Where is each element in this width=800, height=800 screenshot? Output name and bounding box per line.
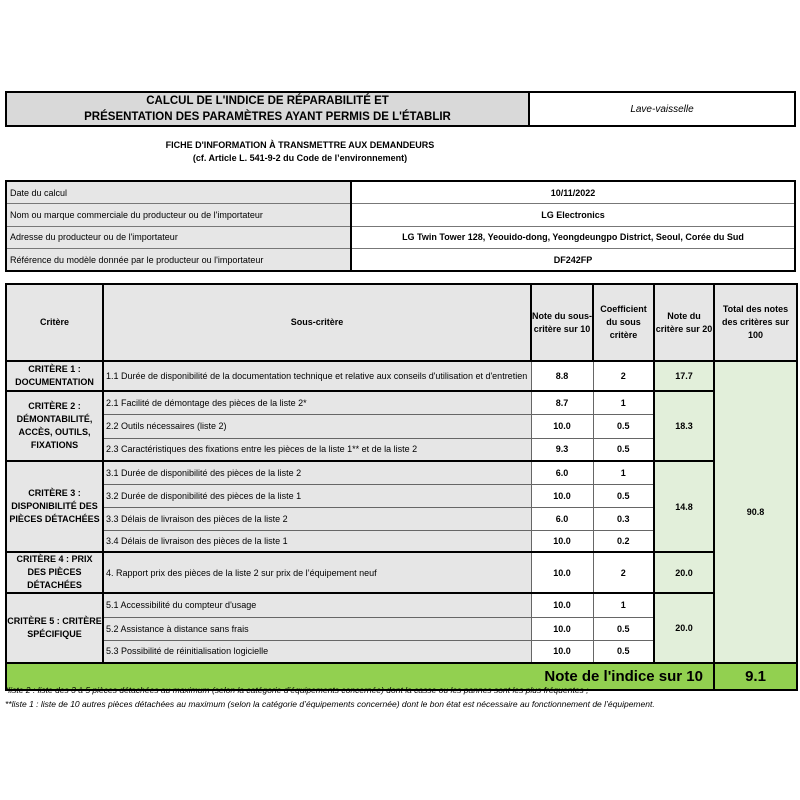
- sub-criterion-label: 5.1 Accessibilité du compteur d'usage: [102, 592, 532, 618]
- sub-criterion-note: 6.0: [530, 460, 594, 485]
- sub-criterion-coefficient: 2: [592, 360, 655, 392]
- fiche-line-2: (cf. Article L. 541-9-2 du Code de l’env…: [192, 153, 408, 163]
- table-row: 5.2 Assistance à distance sans frais 10.0…: [6, 616, 797, 641]
- document-title: CALCUL DE L'INDICE DE RÉPARABILITÉ ET PR…: [5, 91, 530, 127]
- table-row: 3.2 Durée de disponibilité des pièces de…: [6, 483, 797, 508]
- header-note-sous-critere: Note du sous-critère sur 10: [530, 283, 594, 362]
- final-row: Note de l'indice sur 10 9.1: [5, 662, 798, 691]
- table-row: CRITÈRE 4 : PRIX DES PIÈCES DÉTACHÉES 4. …: [5, 551, 797, 594]
- sub-criterion-label: 2.3 Caractéristiques des fixations entre…: [102, 437, 532, 462]
- footnote-liste-2: *liste 2 : liste des 3 à 5 pièces détach…: [5, 685, 589, 695]
- table-row: CRITÈRE 1 : DOCUMENTATION 1.1 Durée de di…: [5, 360, 798, 664]
- sub-criterion-note: 6.0: [530, 506, 594, 531]
- scoring-table: Critère Sous-critère Note du sous-critère …: [5, 283, 798, 691]
- sub-criterion-note: 9.3: [530, 437, 594, 462]
- table-row: 5.3 Possibilité de réinitialisation logi…: [6, 639, 797, 664]
- final-index-value: 9.1: [713, 662, 798, 691]
- info-row: Référence du modèle donnée par le produc…: [5, 248, 796, 272]
- sub-criterion-label: 4. Rapport prix des pièces de la liste 2…: [102, 551, 532, 594]
- sub-criterion-label: 3.2 Durée de disponibilité des pièces de…: [102, 483, 532, 508]
- sub-criterion-coefficient: 0.5: [592, 413, 655, 439]
- sub-criterion-coefficient: 1: [592, 460, 655, 485]
- sub-criterion-label: 5.2 Assistance à distance sans frais: [102, 616, 532, 641]
- fiche-line-1: FICHE D'INFORMATION À TRANSMETTRE AUX DE…: [165, 140, 435, 150]
- sub-criterion-note: 10.0: [530, 413, 594, 439]
- footnote-liste-1: **liste 1 : liste de 10 autres pièces dé…: [5, 699, 655, 709]
- header-total: Total des notes des critères sur 100: [713, 283, 798, 362]
- fiche-heading: FICHE D'INFORMATION À TRANSMETTRE AUX DE…: [0, 139, 600, 165]
- criterion-score: 20.0: [653, 551, 715, 594]
- sub-criterion-coefficient: 0.5: [592, 483, 655, 508]
- sub-criterion-note: 8.7: [530, 390, 594, 415]
- sub-criterion-coefficient: 0.2: [592, 529, 655, 553]
- header-sous-critere: Sous-critère: [102, 283, 532, 362]
- sub-criterion-coefficient: 0.5: [592, 639, 655, 664]
- product-category: Lave-vaisselle: [530, 91, 796, 127]
- sub-criterion-label: 2.1 Facilité de démontage des pièces de …: [102, 390, 532, 415]
- table-row: CRITÈRE 2 : DÉMONTABILITÉ, ACCÈS, OUTILS…: [5, 390, 797, 462]
- table-row: 3.4 Délais de livraison des pièces de la…: [6, 529, 797, 553]
- table-row: 3.3 Délais de livraison des pièces de la…: [6, 506, 797, 531]
- final-index-label: Note de l'indice sur 10: [5, 662, 715, 691]
- sub-criterion-coefficient: 2: [592, 551, 655, 594]
- sub-criterion-note: 10.0: [530, 639, 594, 664]
- sub-criterion-note: 10.0: [530, 483, 594, 508]
- criterion-name: CRITÈRE 5 : CRITÈRE SPÉCIFIQUE: [5, 592, 104, 664]
- info-value: LG Electronics: [350, 203, 796, 227]
- criterion-name: CRITÈRE 3 : DISPONIBILITÉ DES PIÈCES DÉT…: [5, 460, 104, 553]
- table-row: 2.3 Caractéristiques des fixations entre…: [6, 437, 797, 462]
- info-label: Référence du modèle donnée par le produc…: [5, 248, 352, 272]
- sub-criterion-note: 10.0: [530, 529, 594, 553]
- info-value: 10/11/2022: [350, 180, 796, 204]
- sub-criterion-coefficient: 0.5: [592, 437, 655, 462]
- header-critere: Critère: [5, 283, 104, 362]
- criterion-score: 18.3: [653, 390, 715, 462]
- sub-criterion-label: 3.3 Délais de livraison des pièces de la…: [102, 506, 532, 531]
- sub-criterion-note: 10.0: [530, 592, 594, 618]
- criterion-score: 20.0: [653, 592, 715, 664]
- sub-criterion-coefficient: 1: [592, 390, 655, 415]
- criterion-name: CRITÈRE 1 : DOCUMENTATION: [5, 360, 104, 392]
- title-line-2: PRÉSENTATION DES PARAMÈTRES AYANT PERMIS…: [84, 111, 451, 123]
- info-value: LG Twin Tower 128, Yeouido-dong, Yeongde…: [350, 225, 796, 249]
- sub-criterion-coefficient: 0.5: [592, 616, 655, 641]
- sub-criterion-label: 5.3 Possibilité de réinitialisation logi…: [102, 639, 532, 664]
- sub-criterion-note: 10.0: [530, 616, 594, 641]
- criterion-score: 14.8: [653, 460, 715, 553]
- criterion-score: 17.7: [653, 360, 715, 392]
- header-coefficient: Coefficient du sous critère: [592, 283, 655, 362]
- info-row: Adresse du producteur ou de l'importateu…: [5, 225, 796, 249]
- sub-criterion-label: 3.4 Délais de livraison des pièces de la…: [102, 529, 532, 553]
- header-note-critere: Note du critère sur 20: [653, 283, 715, 362]
- sub-criterion-label: 1.1 Durée de disponibilité de la documen…: [102, 360, 532, 392]
- table-row: 2.2 Outils nécessaires (liste 2) 10.0 0.5: [6, 413, 797, 439]
- sub-criterion-note: 8.8: [530, 360, 594, 392]
- sub-criterion-label: 2.2 Outils nécessaires (liste 2): [102, 413, 532, 439]
- criterion-name: CRITÈRE 2 : DÉMONTABILITÉ, ACCÈS, OUTILS…: [5, 390, 104, 462]
- criterion-name: CRITÈRE 4 : PRIX DES PIÈCES DÉTACHÉES: [5, 551, 104, 594]
- table-row: CRITÈRE 5 : CRITÈRE SPÉCIFIQUE 5.1 Access…: [5, 592, 797, 664]
- title-line-1: CALCUL DE L'INDICE DE RÉPARABILITÉ ET: [146, 95, 389, 107]
- sub-criterion-note: 10.0: [530, 551, 594, 594]
- table-row: CRITÈRE 3 : DISPONIBILITÉ DES PIÈCES DÉT…: [5, 460, 797, 553]
- sub-criterion-coefficient: 1: [592, 592, 655, 618]
- info-value: DF242FP: [350, 248, 796, 272]
- info-label: Nom ou marque commerciale du producteur …: [5, 203, 352, 227]
- info-label: Adresse du producteur ou de l'importateu…: [5, 225, 352, 249]
- info-label: Date du calcul: [5, 180, 352, 204]
- info-row: Date du calcul 10/11/2022: [5, 180, 796, 204]
- product-info-table: Date du calcul 10/11/2022 Nom ou marque co…: [5, 180, 796, 272]
- total-score: 90.8: [713, 360, 798, 664]
- sub-criterion-label: 3.1 Durée de disponibilité des pièces de…: [102, 460, 532, 485]
- sub-criterion-coefficient: 0.3: [592, 506, 655, 531]
- info-row: Nom ou marque commerciale du producteur …: [5, 203, 796, 227]
